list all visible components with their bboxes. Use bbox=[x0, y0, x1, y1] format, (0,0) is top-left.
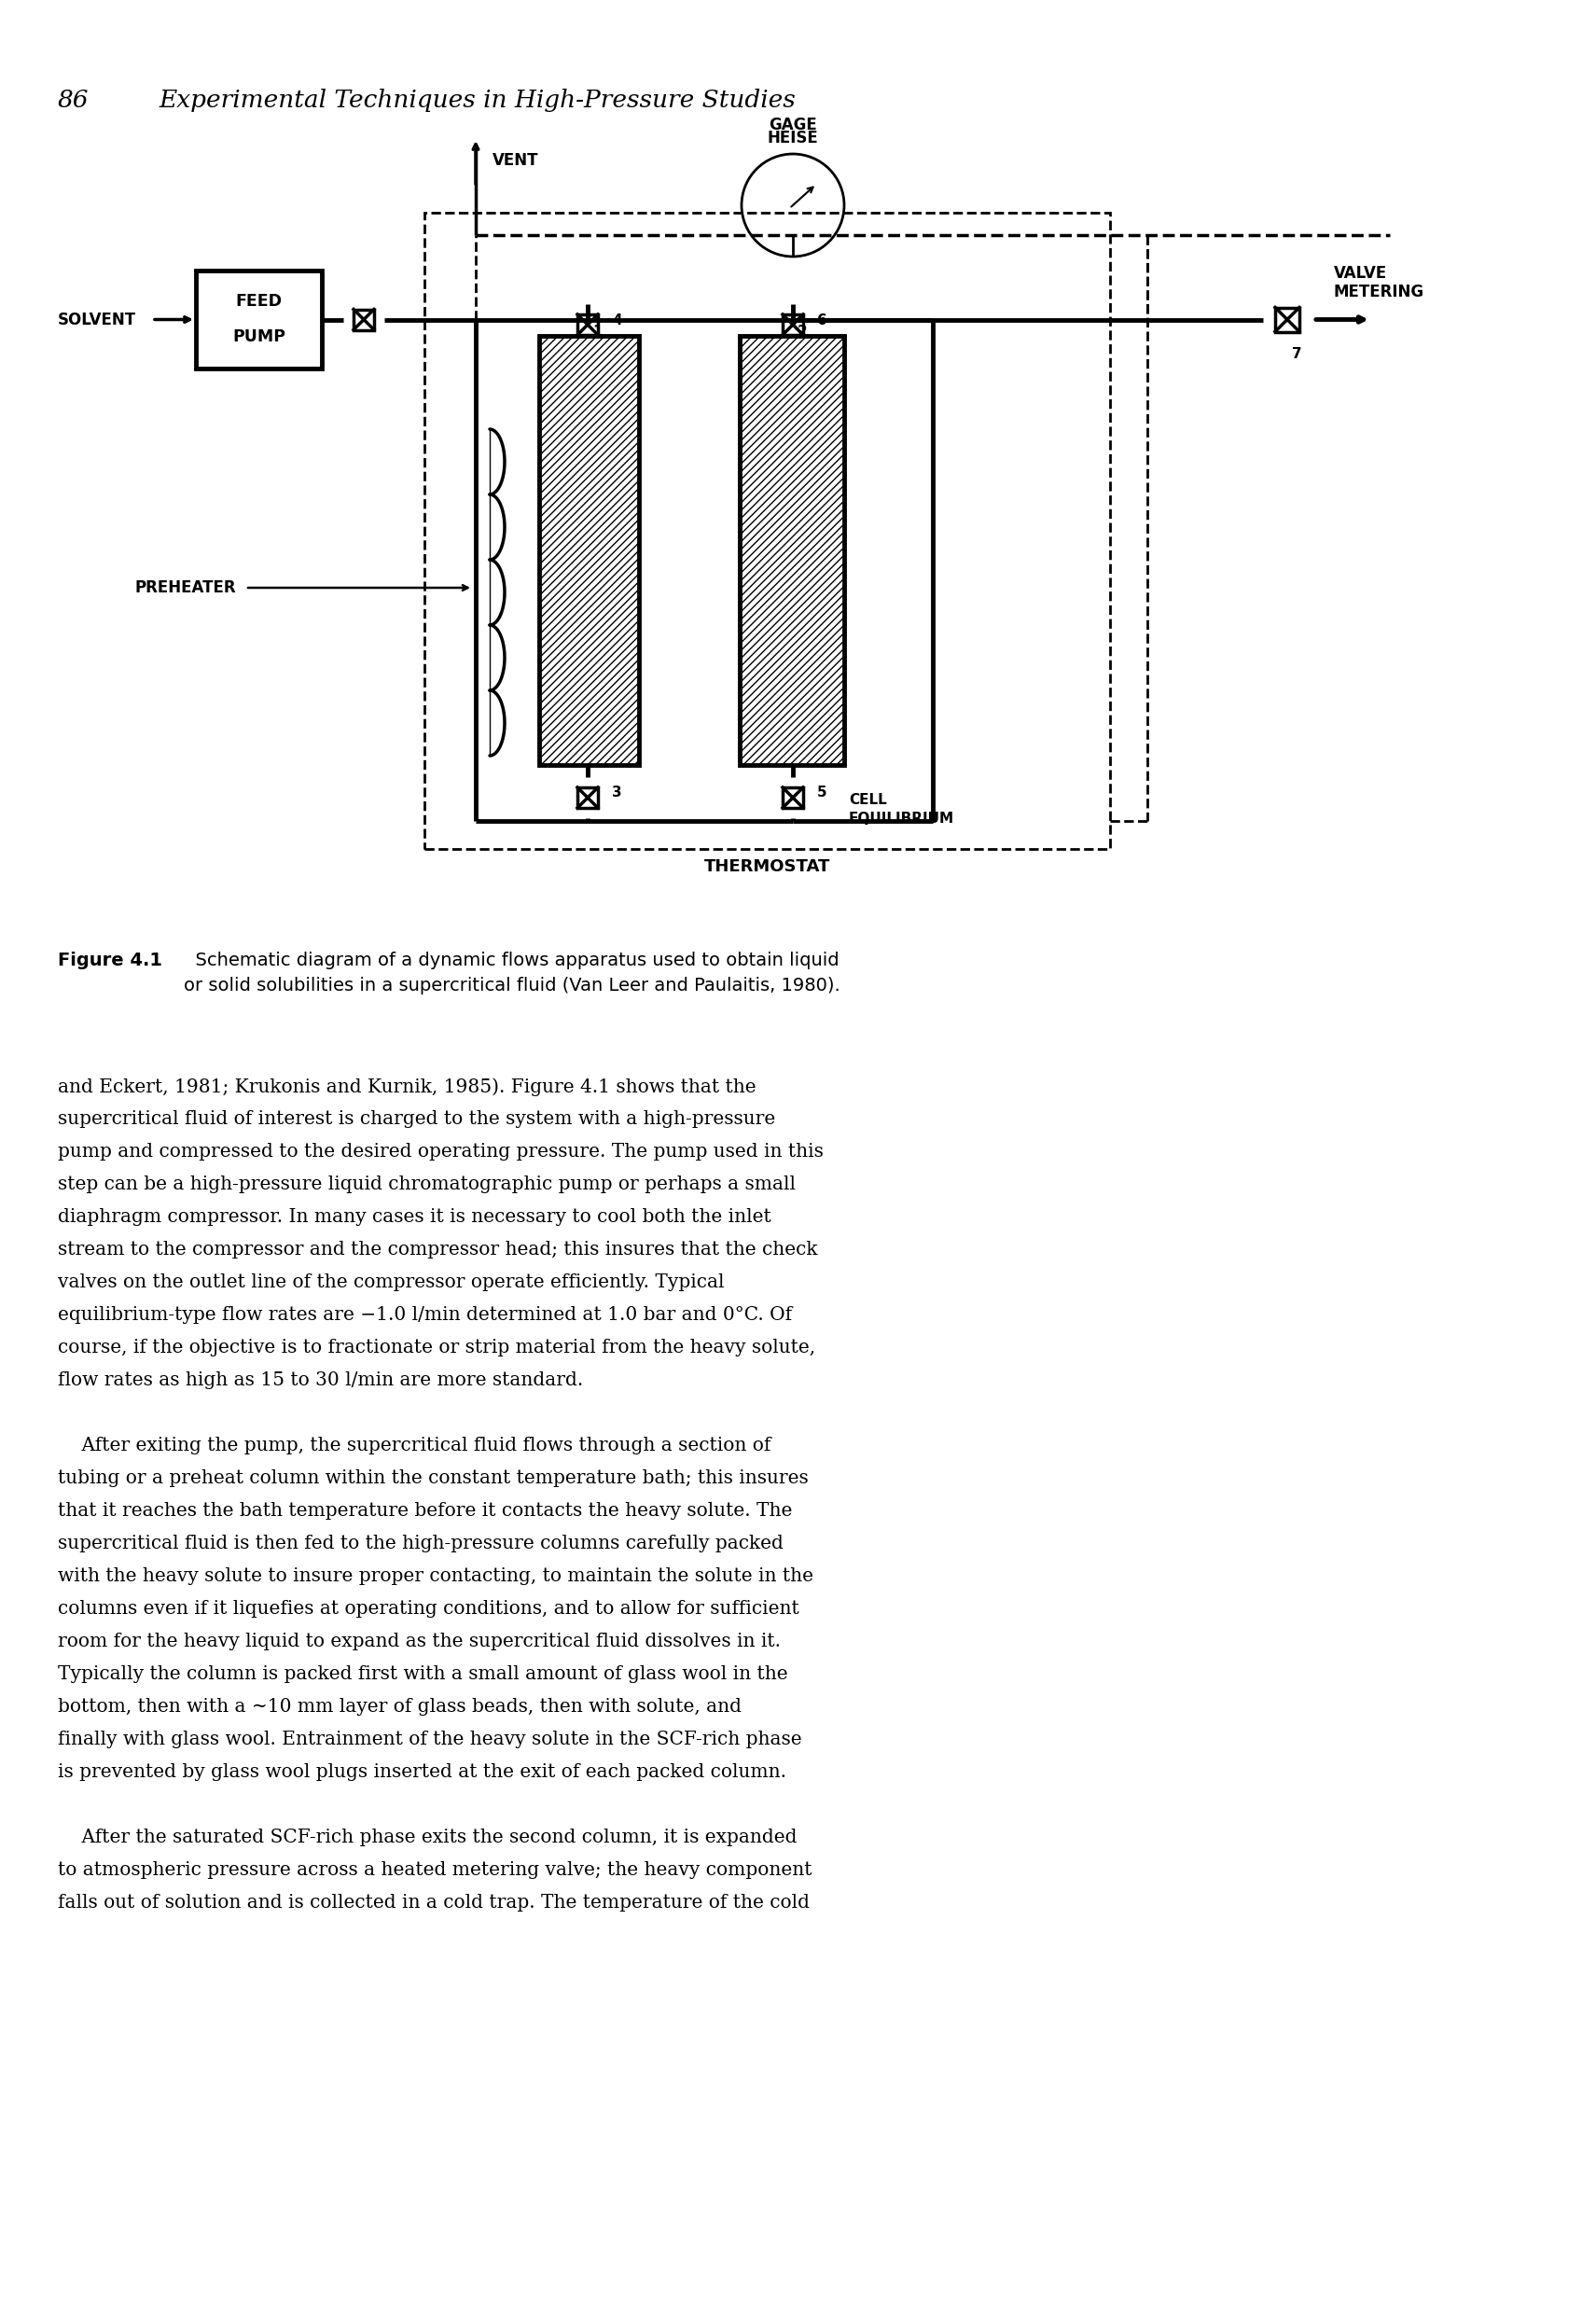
Text: diaphragm compressor. In many cases it is necessary to cool both the inlet: diaphragm compressor. In many cases it i… bbox=[57, 1208, 771, 1227]
Text: bottom, then with a ∼10 mm layer of glass beads, then with solute, and: bottom, then with a ∼10 mm layer of glas… bbox=[57, 1698, 742, 1717]
Bar bbox=[739, 337, 844, 764]
Text: PREHEATER: PREHEATER bbox=[136, 578, 236, 597]
Text: 6: 6 bbox=[817, 314, 827, 328]
Text: supercritical fluid of interest is charged to the system with a high-pressure: supercritical fluid of interest is charg… bbox=[57, 1110, 776, 1129]
Text: After exiting the pump, the supercritical fluid flows through a section of: After exiting the pump, the supercritica… bbox=[57, 1436, 771, 1454]
Text: and Eckert, 1981; Krukonis and Kurnik, 1985). Figure 4.1 shows that the: and Eckert, 1981; Krukonis and Kurnik, 1… bbox=[57, 1078, 757, 1096]
Text: with the heavy solute to insure proper contacting, to maintain the solute in the: with the heavy solute to insure proper c… bbox=[57, 1568, 814, 1584]
Text: 4: 4 bbox=[611, 314, 622, 328]
Text: to atmospheric pressure across a heated metering valve; the heavy component: to atmospheric pressure across a heated … bbox=[57, 1861, 812, 1879]
Text: THERMOSTAT: THERMOSTAT bbox=[704, 857, 830, 876]
Text: Figure 4.1: Figure 4.1 bbox=[57, 952, 163, 969]
Bar bbox=[425, 214, 1109, 848]
Text: course, if the objective is to fractionate or strip material from the heavy solu: course, if the objective is to fractiona… bbox=[57, 1338, 816, 1357]
Text: supercritical fluid is then fed to the high-pressure columns carefully packed: supercritical fluid is then fed to the h… bbox=[57, 1536, 784, 1552]
Text: finally with glass wool. Entrainment of the heavy solute in the SCF-rich phase: finally with glass wool. Entrainment of … bbox=[57, 1731, 801, 1749]
Text: stream to the compressor and the compressor head; this insures that the check: stream to the compressor and the compres… bbox=[57, 1240, 817, 1259]
Text: Schematic diagram of a dynamic flows apparatus used to obtain liquid
or solid so: Schematic diagram of a dynamic flows app… bbox=[184, 952, 839, 994]
Bar bbox=[196, 269, 322, 369]
Text: columns even if it liquefies at operating conditions, and to allow for sufficien: columns even if it liquefies at operatin… bbox=[57, 1601, 800, 1617]
Text: tubing or a preheat column within the constant temperature bath; this insures: tubing or a preheat column within the co… bbox=[57, 1470, 809, 1487]
Text: HEISE: HEISE bbox=[768, 130, 819, 146]
Text: 7: 7 bbox=[1291, 348, 1301, 362]
Text: Experimental Techniques in High-Pressure Studies: Experimental Techniques in High-Pressure… bbox=[158, 88, 795, 112]
Text: EQUILIBRIUM: EQUILIBRIUM bbox=[849, 811, 954, 825]
Text: is prevented by glass wool plugs inserted at the exit of each packed column.: is prevented by glass wool plugs inserte… bbox=[57, 1763, 787, 1782]
Text: After the saturated SCF-rich phase exits the second column, it is expanded: After the saturated SCF-rich phase exits… bbox=[57, 1828, 796, 1847]
Text: room for the heavy liquid to expand as the supercritical fluid dissolves in it.: room for the heavy liquid to expand as t… bbox=[57, 1633, 780, 1649]
Text: 5: 5 bbox=[817, 785, 827, 799]
Text: Typically the column is packed first with a small amount of glass wool in the: Typically the column is packed first wit… bbox=[57, 1666, 788, 1682]
Text: PUMP: PUMP bbox=[233, 330, 286, 346]
Text: CELL: CELL bbox=[849, 792, 887, 806]
Text: falls out of solution and is collected in a cold trap. The temperature of the co: falls out of solution and is collected i… bbox=[57, 1893, 809, 1912]
Text: VENT: VENT bbox=[493, 151, 539, 170]
Text: GAGE: GAGE bbox=[769, 116, 817, 132]
Text: 86: 86 bbox=[57, 88, 89, 112]
Text: FEED: FEED bbox=[236, 293, 282, 311]
Bar bbox=[539, 337, 638, 764]
Text: pump and compressed to the desired operating pressure. The pump used in this: pump and compressed to the desired opera… bbox=[57, 1143, 824, 1162]
Text: step can be a high-pressure liquid chromatographic pump or perhaps a small: step can be a high-pressure liquid chrom… bbox=[57, 1175, 796, 1194]
Text: 3: 3 bbox=[611, 785, 622, 799]
Text: valves on the outlet line of the compressor operate efficiently. Typical: valves on the outlet line of the compres… bbox=[57, 1273, 725, 1292]
Text: that it reaches the bath temperature before it contacts the heavy solute. The: that it reaches the bath temperature bef… bbox=[57, 1503, 792, 1519]
Text: flow rates as high as 15 to 30 l/min are more standard.: flow rates as high as 15 to 30 l/min are… bbox=[57, 1371, 583, 1389]
Text: VALVE: VALVE bbox=[1334, 265, 1387, 281]
Text: 2: 2 bbox=[798, 325, 808, 339]
Text: METERING: METERING bbox=[1334, 283, 1425, 300]
Text: equilibrium-type flow rates are −1.0 l/min determined at 1.0 bar and 0°C. Of: equilibrium-type flow rates are −1.0 l/m… bbox=[57, 1306, 792, 1324]
Text: 1: 1 bbox=[592, 325, 602, 339]
Text: SOLVENT: SOLVENT bbox=[57, 311, 136, 328]
